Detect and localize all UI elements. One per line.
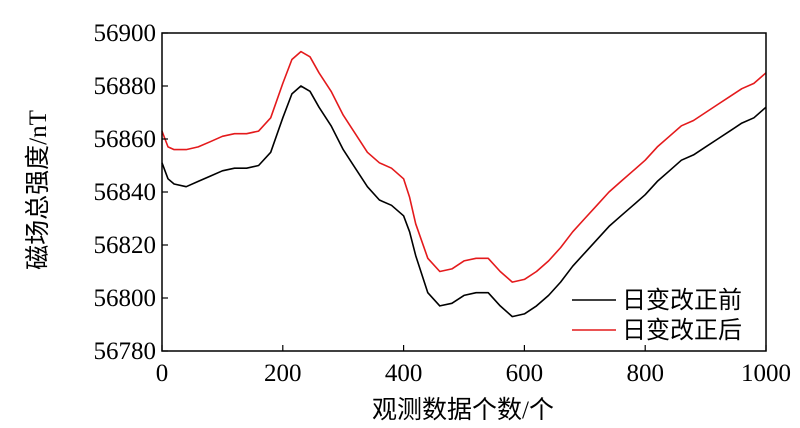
y-tick-label: 56840 [94,179,157,206]
y-axis: 56780 56800 56820 56840 56860 56880 56900 [94,20,168,365]
y-tick-label: 56880 [94,73,157,100]
x-tick-label: 600 [506,360,544,387]
series-line-2 [161,50,767,283]
y-tick-label: 56900 [94,20,157,47]
x-tick-label: 200 [264,360,302,387]
y-tick-label: 56780 [94,338,157,365]
x-tick-label: 0 [156,360,169,387]
x-axis-title: 观测数据个数/个 [372,396,554,424]
legend-label-2: 日变改正后 [622,316,742,344]
y-tick-label: 56800 [94,285,157,312]
legend-label-1: 日变改正前 [622,286,742,314]
x-axis: 0 200 400 600 800 1000 [156,345,791,387]
y-tick-label: 56820 [94,232,157,259]
series-line-1 [161,85,767,318]
x-tick-label: 1000 [741,360,791,387]
x-tick-label: 800 [626,360,664,387]
y-axis-title: 磁场总强度/nT [24,110,52,270]
x-tick-label: 400 [385,360,423,387]
y-tick-label: 56860 [94,126,157,153]
